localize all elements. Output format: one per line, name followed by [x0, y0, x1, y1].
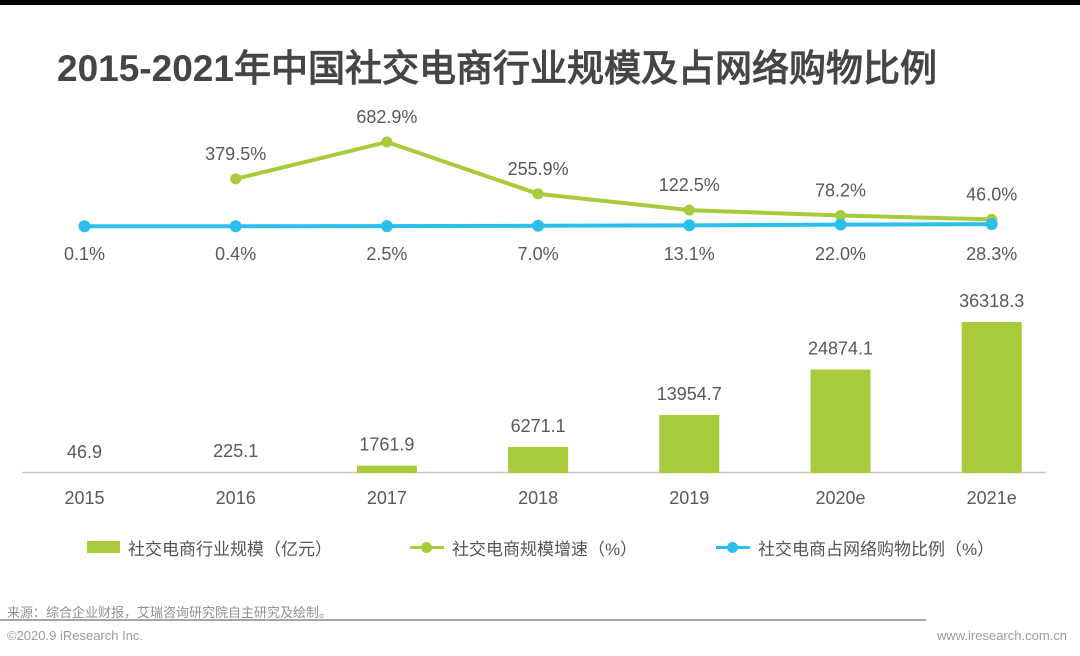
blue-line-swatch-icon: [716, 541, 750, 554]
share-label: 7.0%: [518, 244, 559, 264]
legend-item-share: 社交电商占网络购物比例（%）: [716, 535, 994, 559]
bar-2020e: [810, 369, 871, 473]
chart-canvas: 46.9 2015 225.1 2016 1761.9 2017 6271.1 2018 139…: [22, 107, 1046, 508]
growth-line: [235, 139, 992, 222]
x-tick-label-2021e: 2021e: [967, 488, 1017, 508]
share-label: 22.0%: [815, 244, 866, 264]
footer-divider: [0, 619, 926, 621]
share-label: 13.1%: [664, 244, 715, 264]
bar-value-label: 36318.3: [959, 291, 1024, 311]
growth-label: 255.9%: [508, 159, 569, 179]
legend-item-scale: 社交电商行业规模（亿元）: [87, 535, 332, 559]
x-tick-label-2017: 2017: [367, 488, 407, 508]
growth-point-2019: [683, 204, 695, 216]
legend-label-share: 社交电商占网络购物比例（%）: [758, 539, 995, 559]
growth-label: 46.0%: [966, 184, 1017, 204]
share-point-2018: [532, 219, 545, 232]
growth-label: 379.5%: [205, 144, 266, 164]
growth-label: 78.2%: [815, 180, 866, 200]
bar-2019: [659, 414, 720, 473]
share-label: 0.4%: [215, 244, 256, 264]
x-tick-label-2016: 2016: [216, 488, 256, 508]
share-point-2016: [229, 220, 242, 233]
bar-value-label: 24874.1: [808, 339, 873, 359]
share-point-2021e: [985, 218, 998, 231]
x-tick-label-2015: 2015: [64, 488, 104, 508]
share-label: 28.3%: [966, 244, 1017, 264]
bar-2021e: [961, 321, 1022, 473]
growth-label: 682.9%: [356, 107, 417, 127]
x-tick-label-2019: 2019: [669, 488, 709, 508]
share-label: 2.5%: [366, 244, 407, 264]
legend-label-scale: 社交电商行业规模（亿元）: [128, 539, 332, 559]
bar-2017: [356, 465, 417, 473]
x-tick-label-2018: 2018: [518, 488, 558, 508]
bar-value-label: 1761.9: [359, 435, 414, 455]
green-line-swatch-icon: [410, 541, 444, 554]
page-title: 2015-2021年中国社交电商行业规模及占网络购物比例: [57, 47, 937, 89]
growth-point-2018: [532, 188, 544, 200]
bar-value-label: 46.9: [67, 442, 102, 462]
source-note: 来源：综合企业财报，艾瑞咨询研究院自主研究及绘制。: [7, 605, 333, 620]
share-point-2020e: [834, 218, 847, 231]
copyright-text: ©2020.9 iResearch Inc.: [7, 628, 144, 643]
share-label: 0.1%: [64, 244, 105, 264]
bar-value-label: 13954.7: [657, 384, 722, 404]
chart-legend: 社交电商行业规模（亿元） 社交电商规模增速（%） 社交电商占网络购物比例（%）: [0, 535, 1080, 559]
x-tick-label-2020e: 2020e: [815, 488, 865, 508]
growth-point-2020e: [835, 209, 846, 221]
share-point-2019: [683, 219, 696, 232]
share-point-2015: [78, 220, 91, 233]
growth-point-2016: [230, 173, 242, 185]
growth-point-2017: [381, 136, 393, 148]
bar-swatch-icon: [87, 541, 120, 553]
top-black-bar: [0, 0, 1080, 5]
share-point-2017: [380, 220, 393, 233]
bar-2018: [508, 446, 569, 473]
growth-label: 122.5%: [659, 175, 720, 195]
bar-value-label: 225.1: [213, 441, 258, 461]
website-url: www.iresearch.com.cn: [936, 628, 1067, 643]
bar-value-label: 6271.1: [511, 416, 566, 436]
legend-item-growth: 社交电商规模增速（%）: [410, 535, 637, 559]
legend-label-growth: 社交电商规模增速（%）: [452, 539, 638, 559]
